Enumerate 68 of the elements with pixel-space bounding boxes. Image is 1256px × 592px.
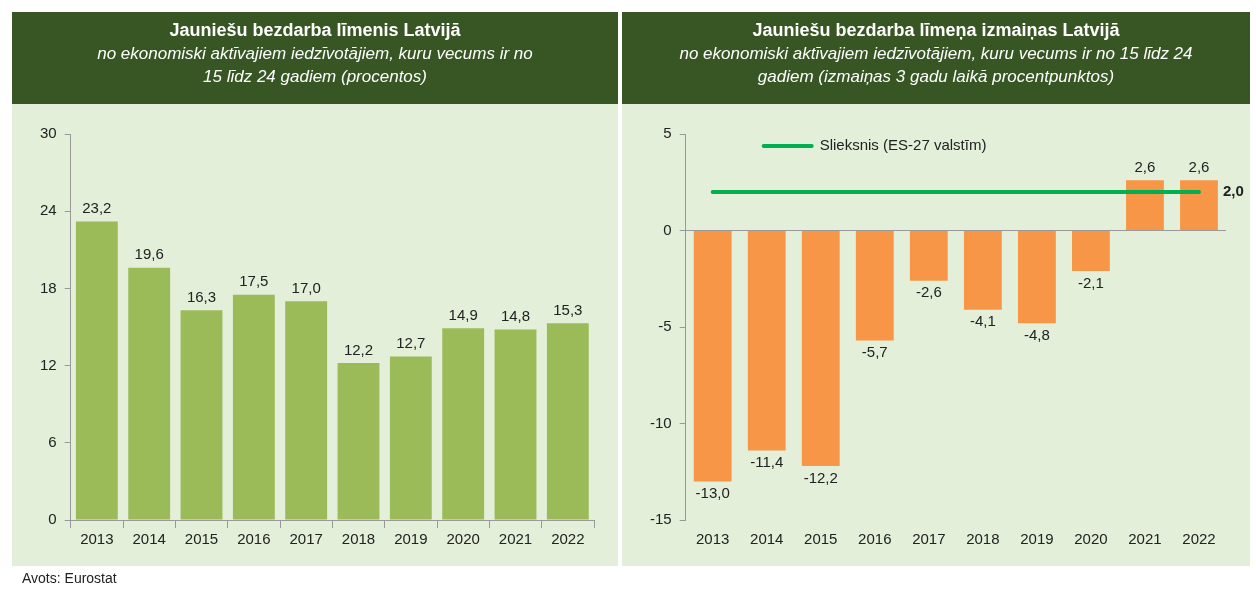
bar xyxy=(180,310,223,520)
x-tick-label: 2017 xyxy=(289,530,323,548)
x-tick-label: 2014 xyxy=(750,530,784,548)
x-tick-label: 2015 xyxy=(184,530,219,548)
data-label: -4,8 xyxy=(1023,325,1050,343)
x-tick-label: 2018 xyxy=(341,530,376,548)
x-tick-label: 2019 xyxy=(394,530,428,548)
data-label: 23,2 xyxy=(82,199,112,217)
bar xyxy=(285,301,328,520)
x-tick-label: 2016 xyxy=(237,530,271,548)
y-tick-label: 0 xyxy=(663,220,672,238)
data-label: 19,6 xyxy=(134,245,164,263)
x-tick-label: 2016 xyxy=(858,530,892,548)
y-tick-label: -15 xyxy=(649,510,672,528)
x-tick-label: 2020 xyxy=(446,530,480,548)
data-label: -2,6 xyxy=(915,283,942,301)
chart-title: Jauniešu bezdarba līmenis Latvijā xyxy=(168,19,462,42)
y-tick-label: 30 xyxy=(40,124,57,142)
x-tick-label: 2015 xyxy=(804,530,838,548)
chart-subtitle: no ekonomiski aktīvajiem iedzīvotājiem, kuru vecums ir no 15 līdz 24 gadiem (procentos) xyxy=(96,43,534,88)
y-tick-label: 24 xyxy=(40,201,57,219)
data-label: -2,1 xyxy=(1077,273,1104,291)
text: Avots: Eurostat xyxy=(22,570,117,586)
data-label: -5,7 xyxy=(861,343,888,361)
data-label: -4,1 xyxy=(969,312,996,330)
annotation: 2,0 xyxy=(1222,182,1244,200)
data-label: 16,3 xyxy=(186,287,217,305)
x-tick-label: 2021 xyxy=(1128,530,1162,548)
legend-label: Slieksnis (ES-27 valstīm) xyxy=(819,136,987,154)
data-label: 17,5 xyxy=(239,272,269,290)
y-tick-label: 0 xyxy=(48,510,57,528)
chart-subtitle: no ekonomiski aktīvajiem iedzīvotājiem, kuru vecums ir no 15 līdz 24 gadiem (izmaiņas 3 gadu laikā procentpunktos) xyxy=(678,43,1194,88)
x-tick-label: 2019 xyxy=(1020,530,1054,548)
data-label: 14,9 xyxy=(448,305,478,323)
x-tick-label: 2020 xyxy=(1074,530,1108,548)
y-tick-label: -10 xyxy=(649,413,672,431)
bar xyxy=(389,356,432,520)
bar xyxy=(128,267,171,520)
data-label: 2,6 xyxy=(1134,157,1156,175)
data-label: 15,3 xyxy=(553,300,583,318)
y-tick-label: -5 xyxy=(658,317,672,335)
x-tick-label: 2021 xyxy=(498,530,533,548)
y-tick-label: 18 xyxy=(40,278,57,296)
x-tick-label: 2013 xyxy=(696,530,730,548)
data-label: 14,8 xyxy=(500,307,531,325)
data-label: 2,6 xyxy=(1188,157,1210,175)
bar xyxy=(546,323,589,520)
data-label: -11,4 xyxy=(750,453,784,471)
bar xyxy=(442,328,485,520)
x-tick-label: 2018 xyxy=(966,530,1000,548)
bar xyxy=(232,294,275,520)
data-label: 12,2 xyxy=(343,340,374,358)
y-tick-label: 5 xyxy=(663,124,672,142)
x-tick-label: 2022 xyxy=(1182,530,1216,548)
bar xyxy=(75,221,118,520)
data-label: -13,0 xyxy=(695,484,730,502)
data-label: 17,0 xyxy=(291,278,321,296)
x-tick-label: 2014 xyxy=(132,530,166,548)
y-tick-label: 12 xyxy=(40,355,57,373)
x-tick-label: 2022 xyxy=(551,530,585,548)
data-label: -12,2 xyxy=(803,468,838,486)
x-tick-label: 2013 xyxy=(80,530,114,548)
bar xyxy=(337,363,380,520)
x-tick-label: 2017 xyxy=(912,530,946,548)
y-tick-label: 6 xyxy=(48,432,57,450)
data-label: 12,7 xyxy=(396,334,426,352)
chart-title: Jauniešu bezdarba līmeņa izmaiņas Latvijā xyxy=(751,19,1121,42)
bar xyxy=(494,329,537,520)
